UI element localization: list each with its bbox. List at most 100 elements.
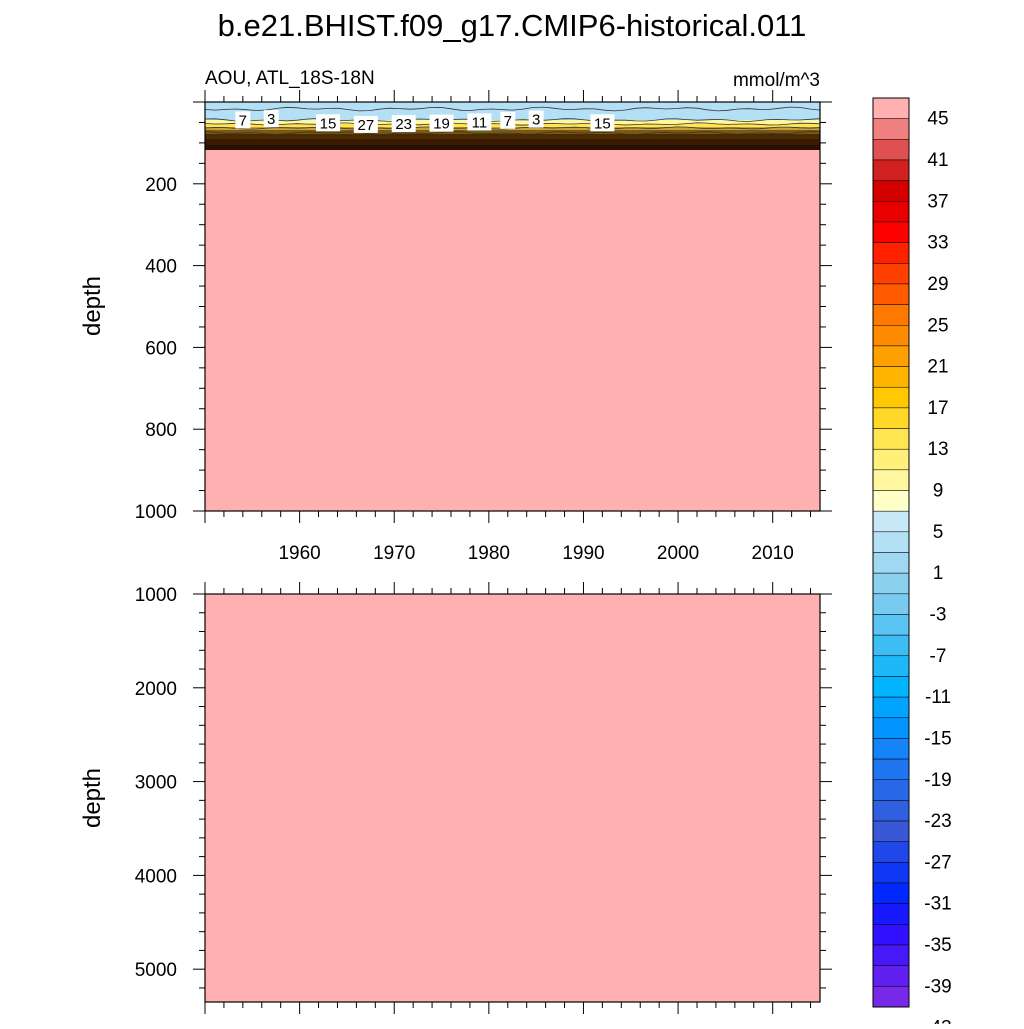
contour-label: 15: [320, 115, 337, 132]
lower-ylabel: depth: [79, 768, 106, 828]
colorbar-swatch: [872, 531, 910, 553]
contour-label-box: [263, 110, 279, 128]
colorbar-swatch: [872, 903, 910, 925]
contour-label: 23: [395, 116, 412, 133]
colorbar-label: 21: [927, 357, 948, 378]
y-tick-label: 800: [145, 420, 177, 441]
colorbar-swatch: [872, 986, 910, 1008]
lower-background-field: [205, 594, 820, 1002]
contour-label: 27: [358, 117, 375, 134]
colorbar-swatch: [872, 345, 910, 367]
chart-title: b.e21.BHIST.f09_g17.CMIP6-historical.011: [218, 8, 807, 43]
colorbar-swatch: [872, 779, 910, 801]
upper-ylabel: depth: [79, 276, 106, 336]
contour-label-box: [467, 113, 492, 131]
contour-label: 3: [267, 111, 275, 128]
colorbar-label: -39: [924, 976, 951, 997]
colorbar-swatch: [872, 552, 910, 574]
colorbar-swatch: [872, 738, 910, 760]
colorbar-swatch: [872, 696, 910, 719]
thermocline-band: [205, 130, 820, 134]
y-tick-label: 1000: [135, 585, 177, 606]
colorbar-swatch: [872, 428, 910, 450]
colorbar-swatch: [872, 242, 910, 264]
x-tick-label: 1960: [278, 543, 320, 564]
contour-label-box: [429, 114, 454, 132]
y-tick-label: 600: [145, 338, 177, 359]
x-tick-label: 1990: [562, 543, 604, 564]
colorbar-swatch: [872, 263, 910, 285]
colorbar-label: -31: [924, 894, 951, 915]
surface-layer-band: [205, 102, 820, 120]
colorbar-swatch: [872, 201, 910, 223]
colorbar-label: -23: [924, 811, 951, 832]
colorbar-label: -11: [925, 687, 951, 708]
colorbar-swatch: [872, 325, 910, 347]
colorbar-swatch: [872, 139, 910, 161]
colorbar-label: 37: [927, 191, 948, 212]
colorbar-swatch: [872, 924, 910, 946]
colorbar-swatch: [872, 386, 910, 409]
contour-label: 19: [433, 116, 450, 133]
contour-label: 7: [239, 112, 247, 129]
upper-panel: 7 3 15 27 23 19 11 7 3 15 1960 1970 1980 1990 2000 2010…: [135, 90, 832, 564]
colorbar-swatch: [872, 614, 910, 636]
contour-label: 7: [504, 113, 512, 130]
colorbar-label: 13: [927, 439, 948, 460]
contour-label-box: [316, 114, 340, 132]
y-tick-label: 4000: [135, 866, 177, 887]
colorbar-swatch: [872, 469, 910, 491]
colorbar-swatch: [872, 655, 910, 677]
thermocline-band: [205, 145, 820, 150]
colorbar-swatch: [872, 283, 910, 305]
colorbar-frame: [872, 97, 910, 1008]
lower-panel: 1000 2000 3000 4000 5000: [135, 582, 832, 1014]
colorbar-swatch: [872, 841, 910, 863]
colorbar-label: -43: [924, 1018, 951, 1024]
colorbar-swatch: [872, 944, 910, 966]
y-tick-label: 1000: [135, 502, 177, 523]
contour-label-box: [235, 111, 251, 129]
y-tick-label: 2000: [135, 679, 177, 700]
y-tick-label: 200: [145, 175, 177, 196]
colorbar-label: -3: [930, 604, 947, 625]
contour-label-box: [528, 110, 544, 128]
colorbar-swatch: [872, 118, 910, 140]
colorbar-swatch: [872, 490, 910, 512]
colorbar-label: 5: [933, 522, 944, 543]
variable-label: AOU, ATL_18S-18N: [205, 68, 375, 89]
colorbar-swatch: [872, 366, 910, 388]
contour-label-box: [500, 111, 516, 129]
colorbar-label: 45: [927, 109, 948, 130]
colorbar-swatch: [872, 572, 910, 595]
colorbar-swatch: [872, 717, 910, 739]
colorbar-swatch: [872, 800, 910, 822]
colorbar-swatch: [872, 304, 910, 326]
colorbar-swatch: [872, 676, 910, 698]
colorbar-label: -27: [924, 852, 951, 873]
colorbar-swatch: [872, 448, 910, 471]
colorbar-swatch: [872, 965, 910, 987]
colorbar-label: 9: [933, 481, 944, 502]
x-tick-label: 2000: [657, 543, 699, 564]
x-tick-label: 2010: [752, 543, 794, 564]
colorbar-swatch: [872, 634, 910, 657]
contour-label-box: [353, 115, 378, 133]
colorbar-swatch: [872, 407, 910, 429]
colorbar-swatch: [872, 180, 910, 202]
colorbar-label: 29: [927, 274, 948, 295]
contour-label-box: [590, 114, 615, 132]
y-tick-label: 5000: [135, 960, 177, 981]
thermocline-band: [205, 139, 820, 145]
units-label: mmol/m^3: [733, 70, 820, 91]
colorbar-swatch: [872, 593, 910, 615]
contour-line: [204, 106, 821, 112]
colorbar-label: -7: [930, 646, 947, 667]
colorbar-label: 33: [927, 233, 948, 254]
lower-frame: [204, 593, 821, 1003]
x-tick-label: 1980: [468, 543, 510, 564]
colorbar-label: 41: [927, 150, 948, 171]
contour-label-box: [391, 115, 416, 133]
colorbar-swatch: [872, 882, 910, 904]
